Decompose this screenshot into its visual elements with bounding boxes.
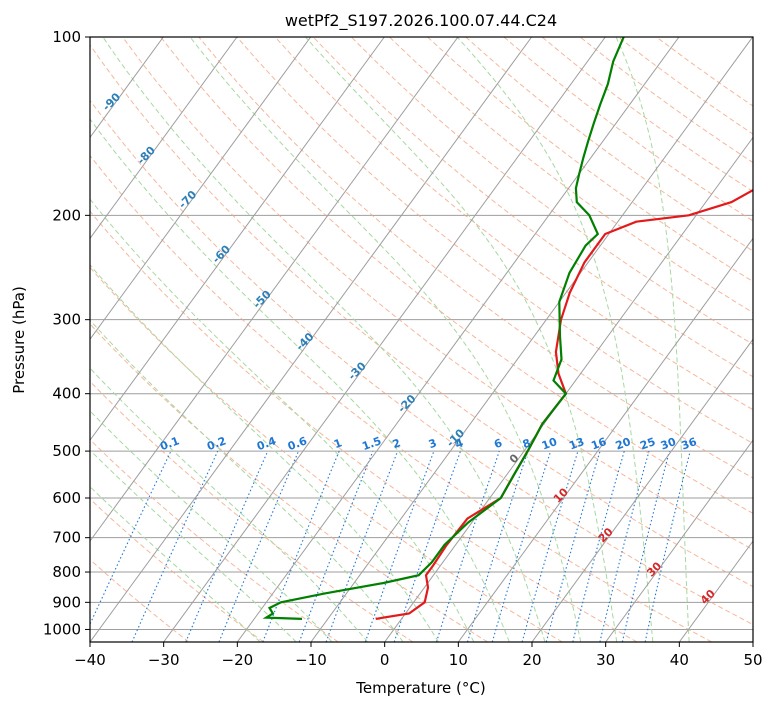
mixing-ratio-line xyxy=(621,450,671,642)
isotherm-line xyxy=(457,237,753,642)
mixing-ratio-line xyxy=(545,450,601,642)
mixing-ratio-label: 2 xyxy=(391,436,403,451)
y-axis-label: Pressure (hPa) xyxy=(10,286,28,394)
dry-adiabat xyxy=(90,266,563,642)
x-tick-label: 40 xyxy=(670,651,689,669)
mixing-ratio-label: 16 xyxy=(589,435,608,453)
dry-adiabat xyxy=(90,210,638,642)
mixing-ratio-line xyxy=(435,450,500,642)
mixing-ratio-line xyxy=(364,450,435,642)
mixing-ratio-label: 1 xyxy=(332,436,344,451)
dry-adiabat xyxy=(90,558,190,642)
isotherm-line xyxy=(90,37,459,542)
mixing-ratio-label: 0.2 xyxy=(205,434,228,453)
mixing-ratio-line xyxy=(521,450,579,642)
y-tick-label: 400 xyxy=(52,385,81,403)
chart-title: wetPf2_S197.2026.100.07.44.C24 xyxy=(285,11,557,31)
isotherm-line xyxy=(90,37,238,240)
line-annotations: 0.10.20.40.611.52346810131620253036-100-… xyxy=(100,90,718,607)
x-tick-label: 50 xyxy=(743,651,762,669)
mixing-ratio-label: 6 xyxy=(492,436,504,451)
mixing-ratio-label: 0.1 xyxy=(158,434,181,453)
y-tick-label: 700 xyxy=(52,529,81,547)
mixing-ratio-label: 1.5 xyxy=(360,434,383,453)
mixing-ratio-label: 0.4 xyxy=(255,434,278,453)
x-tick-label: 30 xyxy=(596,651,615,669)
moist-adiabat xyxy=(90,264,439,642)
moist-adiabat xyxy=(90,449,297,642)
dry-adiabat xyxy=(90,99,753,626)
isotherm-line xyxy=(310,37,753,642)
x-tick-label: 20 xyxy=(522,651,541,669)
dry-adiabat xyxy=(312,37,753,378)
moist-adiabat xyxy=(90,118,510,642)
mixing-ratio-label: 3 xyxy=(427,436,439,451)
grid-layer xyxy=(90,37,753,642)
mixing-ratio-line xyxy=(325,450,399,642)
moist-adiabat xyxy=(456,37,654,642)
pressure-gridlines xyxy=(90,37,753,630)
dry-adiabat xyxy=(122,37,753,551)
isotherm-line xyxy=(236,37,680,642)
mixing-ratio-label: 13 xyxy=(567,435,586,452)
mixing-ratio-line xyxy=(298,450,374,642)
isotherm-lines xyxy=(90,37,753,642)
dry-adiabat xyxy=(90,44,753,588)
dry-adiabat xyxy=(198,37,753,479)
moist-adiabats xyxy=(90,37,690,642)
mixing-ratio-line xyxy=(572,450,625,642)
moist-adiabat xyxy=(90,198,475,642)
isotherm-line xyxy=(90,37,385,442)
y-tick-label: 600 xyxy=(52,489,81,507)
mixing-ratio-label: 20 xyxy=(614,435,633,453)
mixing-ratio-label: 25 xyxy=(638,435,657,452)
x-tick-label: −10 xyxy=(295,651,327,669)
plot-frame xyxy=(89,36,754,643)
isotherm-line xyxy=(163,37,606,642)
mixing-ratio-line xyxy=(131,450,219,642)
y-tick-label: 100 xyxy=(52,28,81,46)
x-tick-label: 10 xyxy=(449,651,468,669)
x-tick-label: −40 xyxy=(74,651,106,669)
temperature-line xyxy=(375,188,753,620)
y-tick-label: 500 xyxy=(52,442,81,460)
isotherm-line xyxy=(605,439,753,642)
y-axis-ticks: 100 200 300 400 500 600 700 800 900 1000 xyxy=(43,28,90,638)
x-axis-label: Temperature (°C) xyxy=(355,679,485,697)
dewpoint-line xyxy=(262,37,625,620)
moist-adiabat xyxy=(615,37,690,642)
y-tick-label: 200 xyxy=(52,206,81,224)
mixing-ratio-label: 36 xyxy=(680,435,699,453)
dry-adiabat xyxy=(350,37,753,345)
y-tick-label: 1000 xyxy=(43,620,81,638)
dry-adiabat xyxy=(90,154,712,642)
mixing-ratio-label: 0.6 xyxy=(286,434,309,453)
profile-traces xyxy=(262,37,753,620)
y-tick-label: 300 xyxy=(52,311,81,329)
mixing-ratio-label: 30 xyxy=(659,435,678,453)
x-tick-label: 0 xyxy=(380,651,390,669)
mixing-ratio-line xyxy=(599,450,650,642)
moist-adiabat xyxy=(90,319,404,642)
moist-adiabat xyxy=(305,37,618,642)
mixing-ratio-line xyxy=(218,450,300,642)
mixing-ratio-label: 4 xyxy=(453,436,465,451)
x-tick-label: −20 xyxy=(222,651,254,669)
mixing-ratio-label: 8 xyxy=(521,436,533,451)
x-tick-label: −30 xyxy=(148,651,180,669)
mixing-ratio-line xyxy=(185,450,269,642)
moist-adiabat xyxy=(189,37,582,642)
x-axis-ticks: −40 −30 −20 −10 0 10 20 30 40 50 xyxy=(74,642,763,669)
mixing-ratio-line xyxy=(466,450,529,642)
isotherm-line xyxy=(90,37,312,341)
y-tick-label: 800 xyxy=(52,563,81,581)
y-tick-label: 900 xyxy=(52,593,81,611)
moist-adiabat xyxy=(90,367,369,642)
moist-adiabat xyxy=(102,37,546,642)
isotherm-line xyxy=(90,37,533,642)
mixing-ratio-label: 10 xyxy=(540,435,559,453)
